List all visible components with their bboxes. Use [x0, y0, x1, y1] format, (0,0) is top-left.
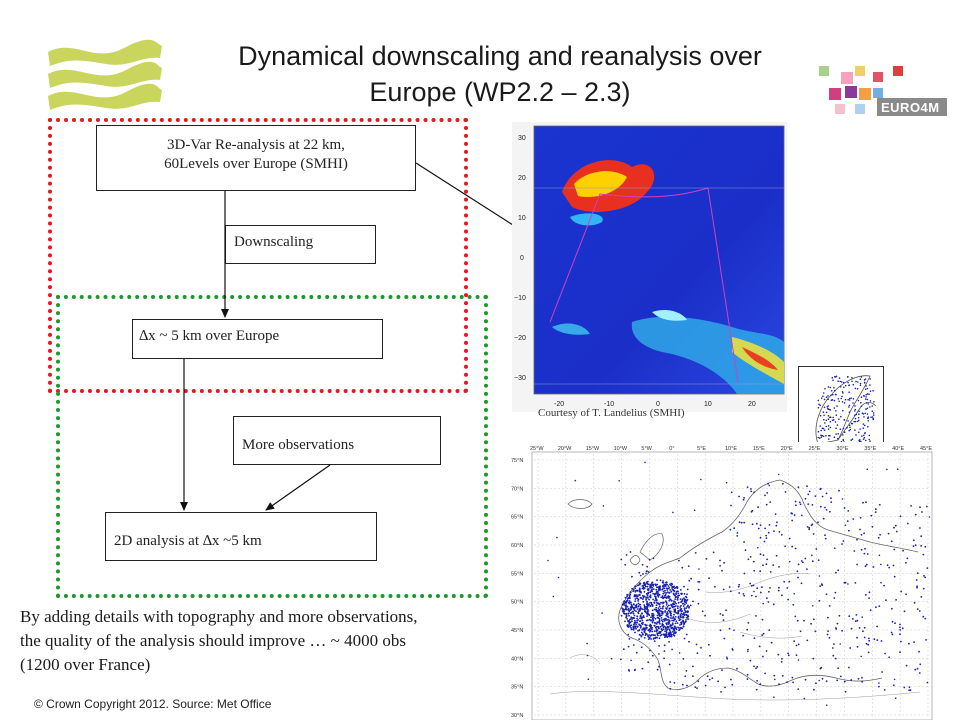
box-2d-analysis-label: 2D analysis at ∆x ~5 km — [114, 533, 262, 549]
euro4m-logo: EURO4M — [815, 62, 950, 122]
caption-line-3: (1200 over France) — [20, 655, 151, 674]
map-bottom-top-tick: 25°E — [809, 446, 821, 452]
map-bottom-left-tick: 50°N — [511, 600, 523, 606]
map-bottom-top-tick: 40°E — [892, 446, 904, 452]
map-top-ytick: 20 — [518, 175, 526, 182]
map-top-ytick: −10 — [514, 295, 526, 302]
map-bottom-top-tick: 20°W — [558, 446, 572, 452]
caption-line-1: By adding details with topography and mo… — [20, 607, 418, 626]
title-line-1: Dynamical downscaling and reanalysis ove… — [238, 41, 762, 71]
box-reanalysis-line-2: 60Levels over Europe (SMHI) — [164, 156, 348, 172]
arrow-obs-to-2d — [265, 464, 331, 511]
wave-logo-icon — [48, 39, 162, 110]
map-top-xtick: 10 — [704, 401, 712, 408]
slide-title: Dynamical downscaling and reanalysis ove… — [160, 38, 840, 110]
map-top-ytick: 10 — [518, 215, 526, 222]
map-bottom-top-tick: 30°E — [836, 446, 848, 452]
map-top-ytick: −20 — [514, 335, 526, 342]
map-bottom-top-tick: 10°E — [725, 446, 737, 452]
map-top: 30 20 10 0 −10 −20 −30 -20 -10 0 10 20 — [512, 122, 787, 412]
map-top-ytick: −30 — [514, 375, 526, 382]
map-stations-europe: 25°W 20°W 15°W 10°W 5°W 0° 5°E 10°E 15°E 20°E 25°E… — [510, 442, 940, 720]
map-bottom-top-tick: 0° — [669, 446, 674, 452]
box-observations: More observations — [233, 416, 441, 465]
box-2d-analysis: 2D analysis at ∆x ~5 km — [105, 512, 377, 561]
map-top-ytick: 0 — [520, 255, 524, 262]
map-bottom-top-tick: 15°E — [753, 446, 765, 452]
map-bottom-left-tick: 35°N — [511, 685, 523, 691]
map-bottom-left-tick: 45°N — [511, 628, 523, 634]
map-bottom-top-tick: 10°W — [614, 446, 628, 452]
caption-line-2: the quality of the analysis should impro… — [20, 631, 406, 650]
box-downscaling-label: Downscaling — [234, 234, 314, 250]
caption: By adding details with topography and mo… — [20, 605, 540, 677]
map-bottom-top-tick: 5°W — [641, 446, 652, 452]
map-bottom-top-tick: 15°W — [586, 446, 600, 452]
box-downscaling: Downscaling — [225, 225, 376, 264]
map-courtesy: Courtesy of T. Landelius (SMHI) — [538, 407, 685, 419]
map-bottom-top-tick: 45°E — [920, 446, 932, 452]
box-5km: ∆x ~ 5 km over Europe — [132, 319, 383, 359]
box-observations-label: More observations — [242, 437, 355, 453]
map-inset-scandinavia — [798, 366, 884, 454]
euro4m-logo-text: EURO4M — [881, 100, 940, 115]
map-top-xtick: -20 — [554, 401, 564, 408]
map-bottom-left-tick: 60°N — [511, 543, 523, 549]
map-bottom-left-tick: 30°N — [511, 713, 523, 719]
box-reanalysis: 3D-Var Re-analysis at 22 km, 60Levels ov… — [96, 125, 416, 191]
map-bottom-top-tick: 20°E — [781, 446, 793, 452]
arrow-reanalysis-to-map — [415, 162, 525, 233]
map-top-xtick: -10 — [604, 401, 614, 408]
title-line-2: Europe (WP2.2 – 2.3) — [369, 77, 631, 107]
map-top-xtick: 0 — [656, 401, 660, 408]
map-bottom-left-tick: 55°N — [511, 571, 523, 577]
map-bottom-left-tick: 40°N — [511, 656, 523, 662]
map-bottom-top-tick: 5°E — [697, 446, 706, 452]
euro4m-squares-icon — [819, 66, 947, 116]
green-dotted-frame — [56, 295, 488, 598]
box-reanalysis-line-1: 3D-Var Re-analysis at 22 km, — [167, 137, 345, 153]
footer-copyright: © Crown Copyright 2012. Source: Met Offi… — [34, 697, 272, 711]
map-bottom-left-tick: 65°N — [511, 515, 523, 521]
map-bottom-top-tick: 35°E — [864, 446, 876, 452]
map-top-xtick: 20 — [748, 401, 756, 408]
map-bottom-left-tick: 75°N — [511, 458, 523, 464]
map-bottom-left-tick: 70°N — [511, 486, 523, 492]
map-bottom-top-tick: 25°W — [530, 446, 544, 452]
box-5km-label: ∆x ~ 5 km over Europe — [139, 328, 280, 344]
map-top-ytick: 30 — [518, 135, 526, 142]
red-dotted-frame — [48, 118, 468, 393]
